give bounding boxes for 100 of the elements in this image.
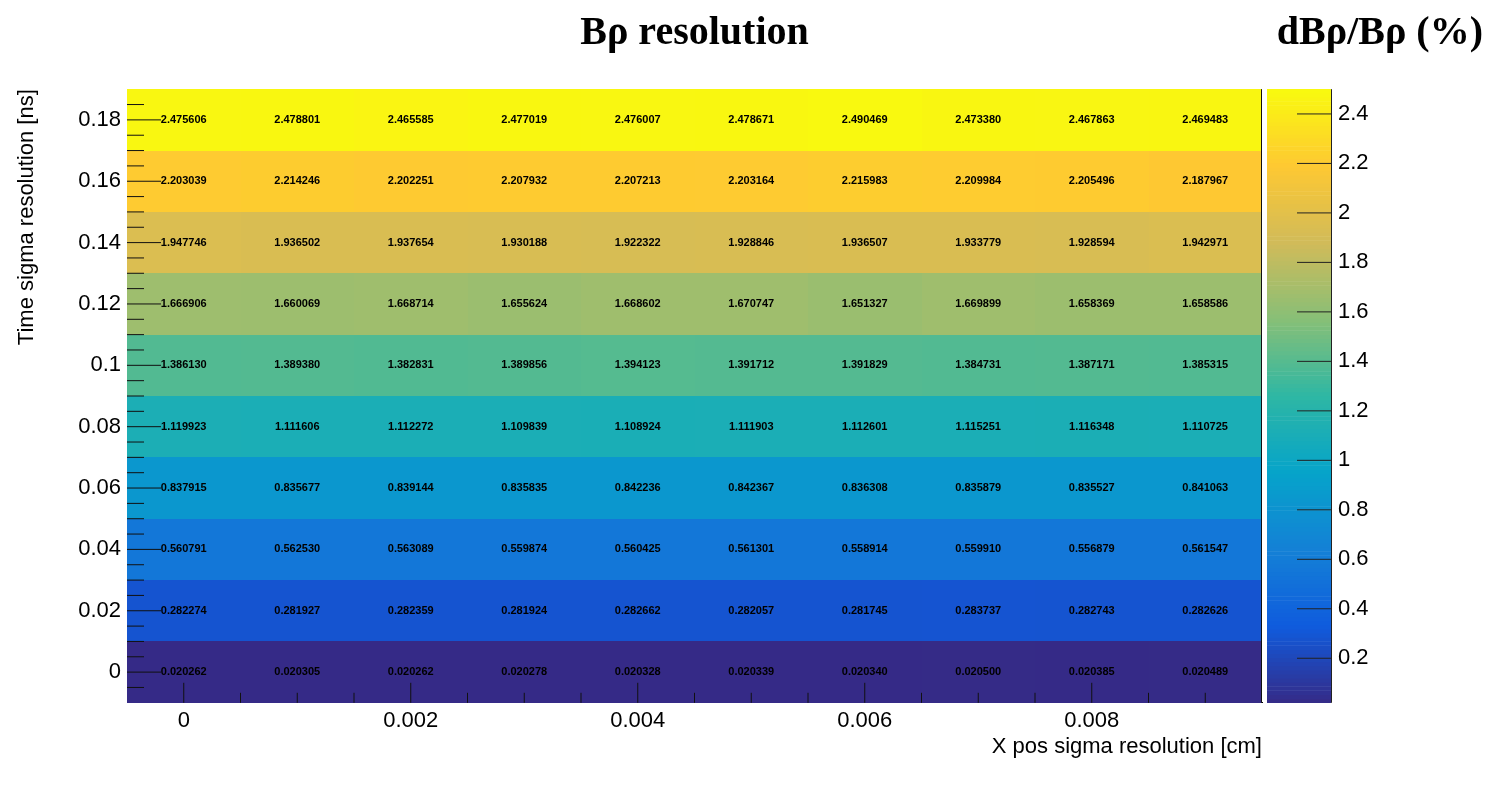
data-label: 1.112601: [842, 419, 888, 432]
color-bar-label: 1.4: [1338, 347, 1369, 373]
data-label: 1.668602: [614, 296, 661, 309]
y-tick-label: 0.1: [90, 351, 121, 377]
data-label: 0.283737: [955, 603, 1002, 616]
data-label: 2.205496: [1068, 174, 1115, 187]
data-label: 0.020278: [501, 665, 548, 678]
data-label: 1.112272: [388, 419, 434, 432]
data-label: 0.281745: [841, 603, 888, 616]
color-bar-label: 1.8: [1338, 248, 1369, 274]
data-label: 0.835677: [274, 481, 321, 494]
y-tick-label: 0.08: [78, 412, 121, 438]
data-label: 1.385315: [1182, 358, 1229, 371]
color-bar-label: 1.6: [1338, 297, 1369, 323]
data-label: 2.478801: [274, 112, 321, 125]
data-label: 2.202251: [387, 174, 434, 187]
data-label: 2.476007: [614, 112, 661, 125]
y-tick-label: 0.12: [78, 290, 121, 316]
data-label: 2.477019: [501, 112, 548, 125]
data-label: 0.282743: [1068, 603, 1115, 616]
data-label: 1.942971: [1182, 235, 1229, 248]
data-label: 0.281927: [274, 603, 321, 616]
data-label: 0.560425: [614, 542, 661, 555]
data-label: 2.475606: [160, 112, 207, 125]
data-label: 2.207213: [614, 174, 661, 187]
data-label: 1.115251: [955, 419, 1001, 432]
data-label: 0.841063: [1182, 481, 1229, 494]
data-label: 1.928846: [728, 235, 775, 248]
data-label: 0.561301: [728, 542, 775, 555]
data-label: 1.382831: [387, 358, 434, 371]
data-label: 2.203039: [160, 174, 207, 187]
data-label: 0.281924: [501, 603, 549, 616]
y-tick-label: 0.16: [78, 167, 121, 193]
data-label: 0.020340: [841, 665, 888, 678]
data-label: 1.119923: [161, 419, 207, 432]
y-tick-label: 0.18: [78, 105, 121, 131]
x-axis-title: X pos sigma resolution [cm]: [991, 732, 1262, 758]
data-label: 1.109839: [501, 419, 548, 432]
data-label: 1.389856: [501, 358, 548, 371]
data-label: 1.933779: [955, 235, 1002, 248]
data-label: 1.660069: [274, 296, 321, 309]
y-tick-label: 0.14: [78, 228, 121, 254]
data-label: 1.936502: [274, 235, 321, 248]
color-bar-label: 2.4: [1338, 100, 1369, 125]
data-label: 0.282626: [1182, 603, 1229, 616]
data-label: 0.560791: [160, 542, 207, 555]
color-bar-label: 1.2: [1338, 396, 1369, 422]
data-label: 1.658586: [1182, 296, 1229, 309]
data-label: 0.839144: [387, 481, 435, 494]
data-label: 0.020500: [955, 665, 1002, 678]
data-label: 2.478671: [728, 112, 775, 125]
data-label: 2.214246: [274, 174, 321, 187]
data-label: 0.020305: [274, 665, 321, 678]
data-label: 1.928594: [1068, 235, 1116, 248]
data-label: 1.391712: [728, 358, 775, 371]
data-label: 0.020339: [728, 665, 775, 678]
data-label: 1.670747: [728, 296, 775, 309]
data-label: 1.116348: [1069, 419, 1115, 432]
data-label: 1.922322: [614, 235, 661, 248]
data-label: 1.110725: [1182, 419, 1228, 432]
data-label: 0.282057: [728, 603, 775, 616]
data-label: 0.558914: [841, 542, 889, 555]
y-tick-label: 0.06: [78, 474, 121, 500]
data-label: 0.020489: [1182, 665, 1229, 678]
data-label: 1.658369: [1068, 296, 1115, 309]
data-label: 1.384731: [955, 358, 1002, 371]
data-label: 0.561547: [1182, 542, 1229, 555]
data-label: 0.282359: [387, 603, 434, 616]
color-bar-label: 0.4: [1338, 594, 1369, 620]
data-label: 0.835527: [1068, 481, 1115, 494]
data-label: 0.282662: [614, 603, 661, 616]
data-label: 0.020262: [387, 665, 434, 678]
data-label: 1.391829: [841, 358, 888, 371]
data-label: 2.209984: [955, 174, 1003, 187]
data-label: 0.837915: [160, 481, 207, 494]
data-label: 2.203164: [728, 174, 776, 187]
color-bar-label: 2.2: [1338, 149, 1369, 175]
data-label: 1.651327: [841, 296, 888, 309]
data-label: 1.108924: [614, 419, 662, 432]
x-tick-label: 0: [177, 707, 190, 733]
data-label: 2.215983: [841, 174, 888, 187]
color-bar-label: 0.8: [1338, 495, 1369, 521]
data-label: 2.465585: [387, 112, 434, 125]
data-label: 1.668714: [387, 296, 435, 309]
color-bar-label: 0.6: [1338, 545, 1369, 571]
color-bar-label: 1: [1338, 446, 1351, 472]
data-label: 1.669899: [955, 296, 1002, 309]
data-label: 1.386130: [160, 358, 207, 371]
data-label: 1.930188: [501, 235, 548, 248]
data-label: 1.947746: [160, 235, 207, 248]
data-label: 0.020262: [160, 665, 207, 678]
color-bar-label: 2: [1338, 198, 1351, 224]
data-label: 0.842236: [614, 481, 661, 494]
data-label: 2.187967: [1182, 174, 1229, 187]
color-bar-label: 0.2: [1338, 644, 1369, 670]
data-label: 2.490469: [841, 112, 888, 125]
y-axis-title: Time sigma resolution [ns]: [13, 89, 39, 346]
data-label: 1.394123: [614, 358, 661, 371]
data-label: 0.835835: [501, 481, 548, 494]
data-label: 1.111606: [274, 419, 320, 432]
